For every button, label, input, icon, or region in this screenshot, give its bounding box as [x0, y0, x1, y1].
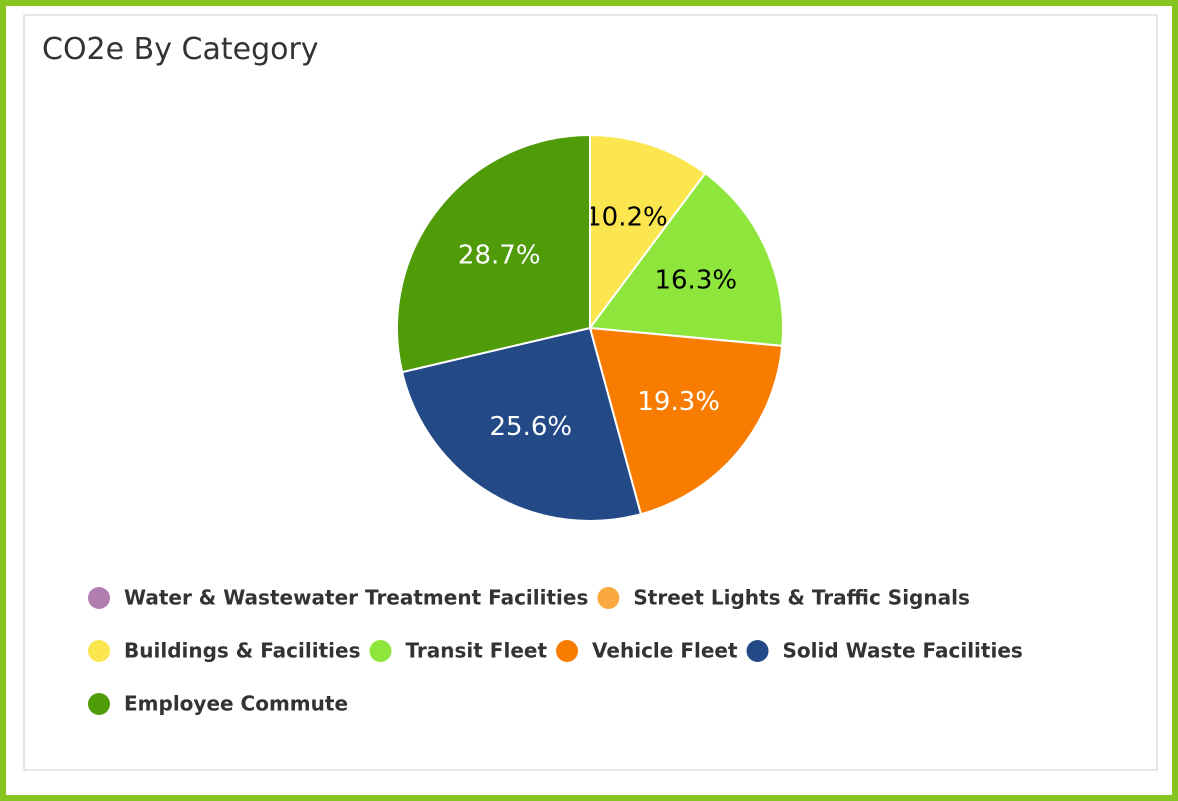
pie-slice	[588, 171, 784, 347]
data-label: 16.3%	[654, 265, 737, 295]
legend: Water & Wastewater Treatment Facilities S…	[88, 586, 1023, 716]
legend-item: Transit Fleet	[369, 639, 547, 663]
legend-label: Vehicle Fleet	[592, 639, 738, 663]
pie-slice	[588, 326, 784, 516]
legend-swatch	[88, 693, 110, 715]
legend-label: Employee Commute	[124, 692, 348, 716]
legend-swatch	[88, 587, 110, 609]
data-label: 10.2%	[585, 203, 668, 233]
chart-title: CO2e By Category	[42, 32, 319, 67]
legend-label: Solid Waste Facilities	[783, 639, 1023, 663]
data-label: 19.3%	[637, 387, 720, 417]
legend-item: Vehicle Fleet	[556, 639, 738, 663]
legend-item: Buildings & Facilities	[88, 639, 360, 663]
legend-item: Solid Waste Facilities	[746, 639, 1023, 663]
legend-label: Street Lights & Traffic Signals	[633, 586, 969, 610]
pie: 10.2% 16.3% 19.3% 25.6% 28.7%	[396, 133, 784, 522]
legend-item: Water & Wastewater Treatment Facilities	[88, 586, 588, 610]
legend-label: Transit Fleet	[405, 639, 547, 663]
data-label: 28.7%	[458, 241, 541, 271]
legend-swatch	[597, 587, 620, 609]
legend-item: Employee Commute	[88, 692, 348, 716]
legend-swatch	[369, 640, 392, 662]
data-label: 25.6%	[489, 412, 572, 442]
legend-swatch	[88, 640, 110, 662]
legend-label: Water & Wastewater Treatment Facilities	[124, 586, 588, 610]
legend-label: Buildings & Facilities	[124, 639, 360, 663]
legend-swatch	[556, 640, 579, 662]
pie-slice	[589, 133, 707, 332]
pie-slice	[400, 326, 643, 522]
legend-item: Street Lights & Traffic Signals	[597, 586, 970, 610]
legend-swatch	[746, 640, 769, 662]
pie-slice	[396, 133, 591, 374]
